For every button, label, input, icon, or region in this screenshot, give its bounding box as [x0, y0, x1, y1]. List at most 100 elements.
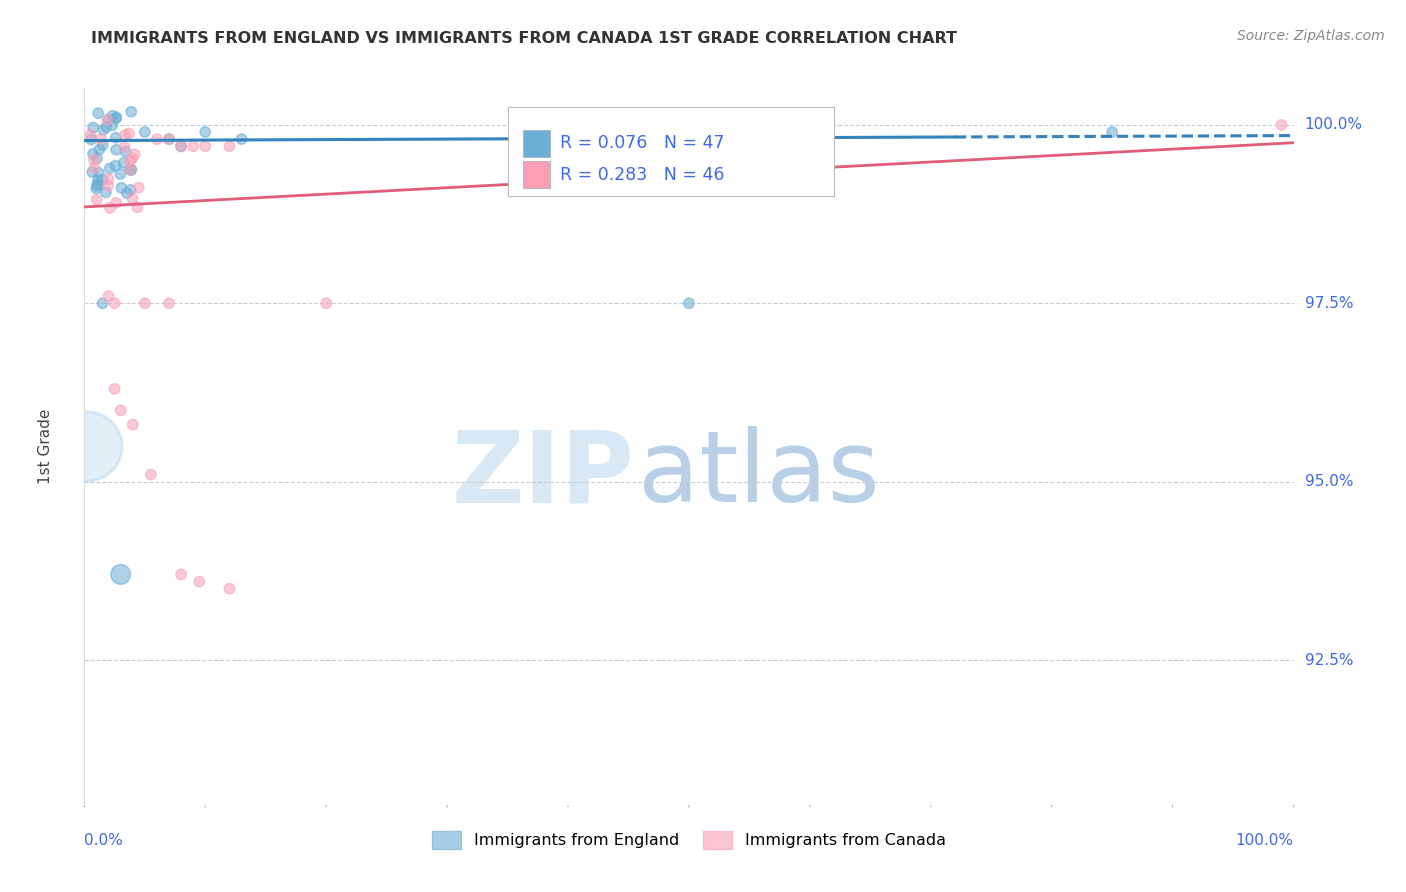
Point — [87, 106, 110, 120]
Point — [218, 582, 240, 596]
Text: 1st Grade: 1st Grade — [38, 409, 53, 483]
Text: ZIP: ZIP — [451, 426, 634, 523]
Point — [120, 162, 142, 177]
Point — [84, 182, 107, 196]
Text: 97.5%: 97.5% — [1305, 296, 1353, 310]
Point — [96, 120, 118, 134]
Point — [170, 139, 193, 153]
Point — [120, 162, 142, 177]
Point — [194, 139, 217, 153]
Point — [114, 145, 136, 159]
Point — [82, 120, 104, 135]
Point — [98, 161, 121, 176]
Point — [112, 140, 135, 154]
Point — [120, 104, 142, 119]
Point — [110, 181, 132, 195]
Point — [94, 186, 117, 200]
Point — [97, 178, 120, 193]
Point — [80, 128, 103, 142]
Point — [86, 152, 108, 166]
Point — [97, 112, 120, 127]
Point — [188, 574, 211, 589]
Point — [218, 139, 240, 153]
Point — [146, 132, 169, 146]
Point — [194, 125, 217, 139]
Point — [112, 156, 135, 170]
Point — [1270, 118, 1292, 132]
Point — [91, 123, 114, 137]
Text: 95.0%: 95.0% — [1305, 475, 1353, 489]
FancyBboxPatch shape — [508, 107, 834, 196]
Point — [83, 161, 105, 175]
Text: 100.0%: 100.0% — [1305, 118, 1362, 132]
Point — [83, 153, 105, 167]
Point — [91, 138, 114, 153]
Text: Source: ZipAtlas.com: Source: ZipAtlas.com — [1237, 29, 1385, 43]
Point — [101, 118, 124, 132]
Point — [118, 127, 141, 141]
Point — [86, 193, 108, 207]
Text: 0.0%: 0.0% — [84, 833, 124, 848]
Point — [90, 132, 112, 146]
Legend: Immigrants from England, Immigrants from Canada: Immigrants from England, Immigrants from… — [426, 824, 952, 855]
Text: 92.5%: 92.5% — [1305, 653, 1353, 667]
Point — [87, 166, 110, 180]
Point — [104, 296, 127, 310]
Point — [101, 109, 124, 123]
Point — [181, 139, 204, 153]
Point — [104, 382, 127, 396]
Point — [104, 130, 127, 145]
Point — [121, 192, 143, 206]
Point — [170, 567, 193, 582]
Point — [157, 296, 180, 310]
Point — [120, 154, 142, 169]
Point — [678, 296, 700, 310]
Point — [157, 132, 180, 146]
Point — [91, 172, 114, 186]
Point — [115, 186, 138, 201]
Point — [98, 201, 121, 215]
Point — [89, 143, 111, 157]
Point — [110, 167, 132, 181]
Point — [114, 128, 136, 142]
Point — [87, 173, 110, 187]
Point — [105, 111, 128, 125]
Text: atlas: atlas — [638, 426, 880, 523]
Point — [110, 567, 132, 582]
Point — [76, 439, 98, 453]
Point — [170, 139, 193, 153]
Point — [120, 183, 142, 197]
Text: R = 0.076   N = 47: R = 0.076 N = 47 — [560, 135, 724, 153]
Point — [128, 180, 150, 194]
FancyBboxPatch shape — [523, 130, 550, 157]
Text: IMMIGRANTS FROM ENGLAND VS IMMIGRANTS FROM CANADA 1ST GRADE CORRELATION CHART: IMMIGRANTS FROM ENGLAND VS IMMIGRANTS FR… — [91, 31, 957, 46]
Point — [157, 132, 180, 146]
Point — [127, 200, 149, 214]
Point — [82, 165, 104, 179]
Point — [86, 177, 108, 191]
FancyBboxPatch shape — [523, 161, 550, 187]
Point — [80, 132, 103, 146]
Point — [104, 112, 127, 126]
Point — [139, 467, 162, 482]
Point — [110, 403, 132, 417]
Point — [121, 151, 143, 165]
Point — [104, 159, 127, 173]
Point — [91, 296, 114, 310]
Point — [97, 172, 120, 186]
Point — [105, 195, 128, 210]
Point — [105, 143, 128, 157]
Point — [121, 417, 143, 432]
Point — [1101, 125, 1123, 139]
Point — [134, 296, 156, 310]
Point — [134, 125, 156, 139]
Point — [96, 112, 118, 127]
Point — [86, 178, 108, 193]
Text: R = 0.283   N = 46: R = 0.283 N = 46 — [560, 166, 724, 184]
Text: 100.0%: 100.0% — [1236, 833, 1294, 848]
Point — [124, 147, 146, 161]
Point — [82, 146, 104, 161]
Point — [231, 132, 253, 146]
Point — [97, 289, 120, 303]
Point — [120, 163, 142, 178]
